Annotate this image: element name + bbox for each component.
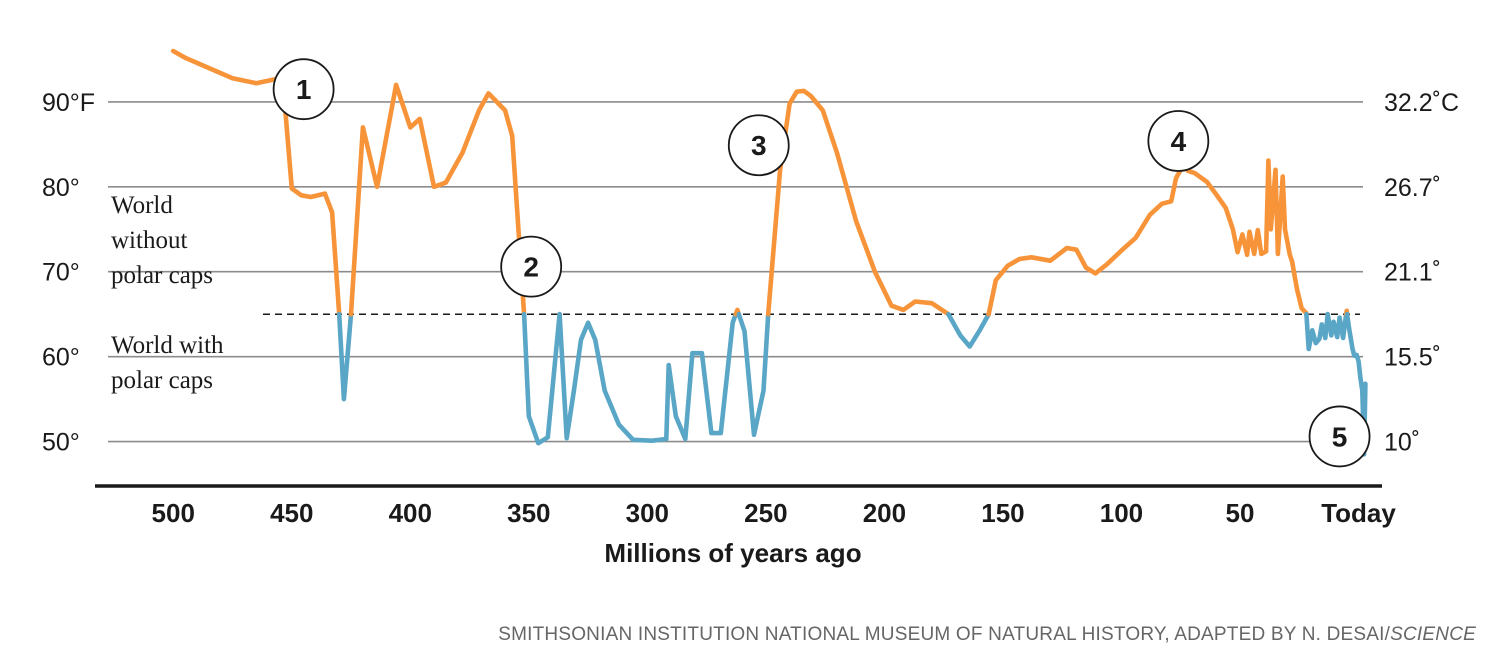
- grid-lines: [95, 101, 1382, 488]
- event-marker-2: 2: [500, 235, 563, 298]
- event-marker-label: 1: [296, 74, 312, 105]
- y-tick-label-left: 60°: [42, 344, 80, 372]
- x-tick-label: 400: [389, 498, 432, 528]
- temperature-series: [170, 48, 1368, 457]
- series-line-with-polar-caps: [736, 311, 771, 438]
- series-line-with-polar-caps: [336, 311, 354, 402]
- event-marker-1: 1: [272, 58, 335, 121]
- y-tick-label-right: 15.5˚: [1384, 344, 1441, 372]
- x-tick-label: 150: [981, 498, 1024, 528]
- y-tick-label-left: 90°F: [42, 89, 95, 117]
- event-marker-circle: [272, 58, 335, 121]
- series-line-with-polar-caps: [521, 311, 562, 446]
- x-tick-label: 350: [507, 498, 550, 528]
- credit-text: SMITHSONIAN INSTITUTION NATIONAL MUSEUM …: [498, 624, 1391, 645]
- axis-labels: 90°F 80° 70° 60° 50° 32.2˚C 26.7˚ 21.1˚ 15.5˚ 10˚…: [42, 89, 1459, 568]
- x-tick-label: 50: [1226, 498, 1255, 528]
- y-tick-label-right: 10˚: [1384, 429, 1420, 457]
- event-marker-circle: [1308, 405, 1371, 468]
- y-tick-label-right: 21.1˚: [1384, 259, 1441, 287]
- series-line-with-polar-caps: [557, 311, 739, 443]
- event-marker-label: 3: [751, 130, 767, 161]
- y-tick-label-left: 50°: [42, 429, 80, 457]
- event-marker-circle: [1147, 110, 1210, 172]
- y-tick-label-right: 32.2˚C: [1384, 89, 1459, 117]
- series-line-without-polar-caps: [765, 88, 951, 317]
- event-markers: 1 2 3 4 5: [272, 58, 1371, 468]
- series-line-with-polar-caps: [946, 311, 991, 349]
- label-without-polar-caps: without: [111, 227, 187, 254]
- y-tick-label-right: 26.7˚: [1384, 174, 1441, 202]
- event-marker-label: 5: [1332, 421, 1348, 452]
- x-tick-label: 300: [626, 498, 669, 528]
- event-marker-label: 4: [1171, 126, 1187, 157]
- event-marker-circle: [500, 235, 563, 298]
- series-line-without-polar-caps: [986, 125, 1309, 317]
- series-line-with-polar-caps: [1325, 311, 1349, 341]
- x-tick-label: 200: [863, 498, 906, 528]
- x-tick-label: 100: [1100, 498, 1143, 528]
- series-line-without-polar-caps: [348, 82, 527, 317]
- polar-caps-threshold: World without polar caps World with polar ca…: [111, 192, 1360, 394]
- event-marker-3: 3: [727, 114, 790, 177]
- event-marker-label: 2: [523, 252, 539, 283]
- x-tick-label: 250: [744, 498, 787, 528]
- label-without-polar-caps: World: [111, 192, 173, 219]
- y-tick-label-left: 80°: [42, 174, 80, 202]
- x-tick-label: Today: [1321, 498, 1396, 528]
- event-marker-4: 4: [1147, 110, 1210, 172]
- event-marker-5: 5: [1308, 405, 1371, 468]
- y-tick-label-left: 70°: [42, 259, 80, 287]
- source-credit: SMITHSONIAN INSTITUTION NATIONAL MUSEUM …: [498, 624, 1476, 646]
- label-with-polar-caps: polar caps: [111, 367, 213, 394]
- label-with-polar-caps: World with: [111, 332, 224, 359]
- x-tick-label: 450: [270, 498, 313, 528]
- series-line-with-polar-caps: [1304, 311, 1330, 352]
- x-axis-title: Millions of years ago: [604, 538, 861, 568]
- credit-publication: SCIENCE: [1390, 624, 1476, 645]
- x-tick-label: 500: [152, 498, 195, 528]
- event-marker-circle: [727, 114, 790, 177]
- label-without-polar-caps: polar caps: [111, 262, 213, 289]
